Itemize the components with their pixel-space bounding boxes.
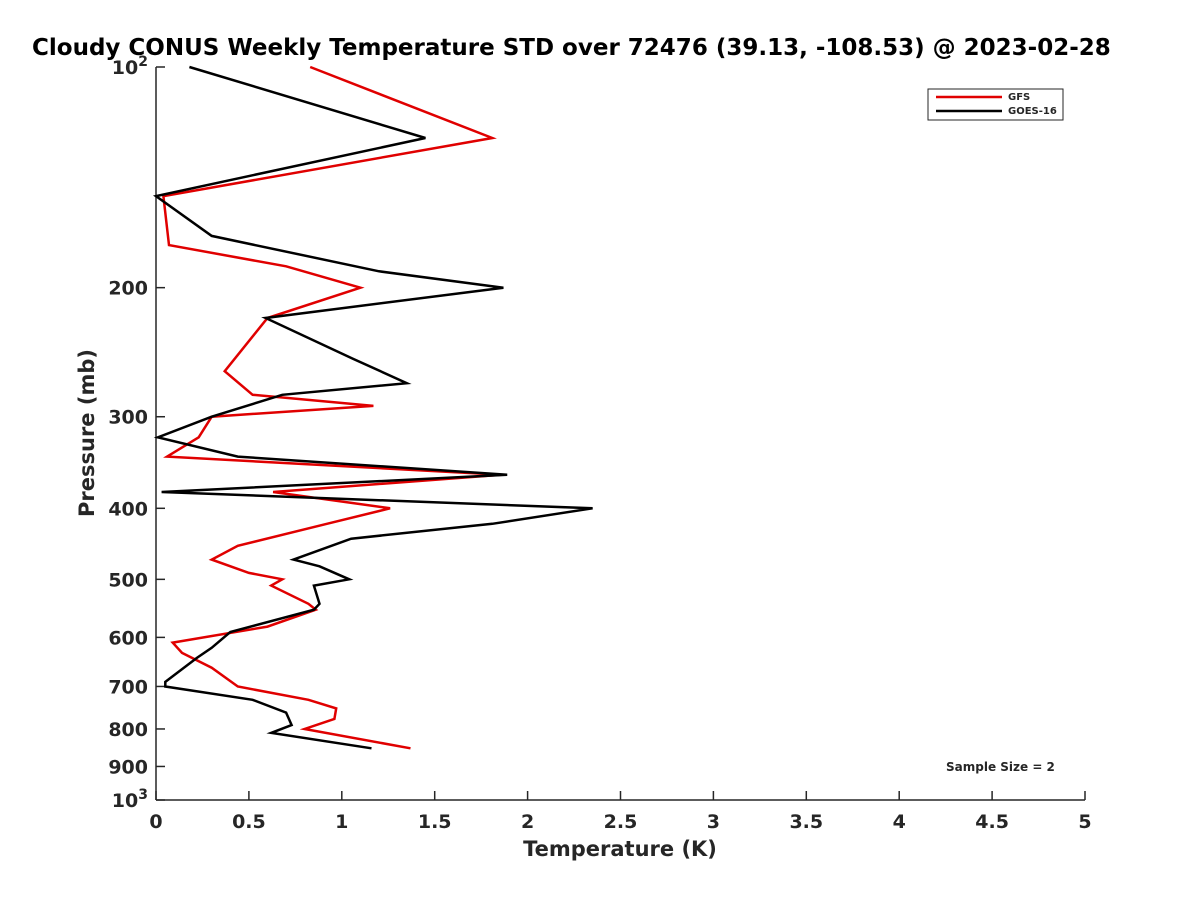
y-tick-label: 400 (108, 498, 148, 520)
x-tick-label: 0 (149, 811, 162, 833)
legend-label-goes16: GOES-16 (1008, 106, 1057, 117)
y-tick-label: 200 (108, 278, 148, 300)
x-tick-label: 2 (521, 811, 534, 833)
y-tick-label: 103 (112, 787, 148, 812)
y-axis-label: Pressure (mb) (75, 349, 99, 517)
x-tick-label: 3.5 (789, 811, 823, 833)
y-tick-label: 600 (108, 627, 148, 649)
legend-box (927, 88, 1064, 121)
x-tick-label: 1.5 (418, 811, 452, 833)
y-tick-label: 900 (108, 756, 148, 778)
x-tick-label: 0.5 (232, 811, 266, 833)
x-tick-label: 2.5 (604, 811, 638, 833)
x-tick-label: 3 (707, 811, 720, 833)
y-tick-label: 500 (108, 569, 148, 591)
chart-title: Cloudy CONUS Weekly Temperature STD over… (32, 35, 1111, 61)
x-axis-label: Temperature (K) (523, 837, 717, 861)
y-tick-label: 700 (108, 676, 148, 698)
y-tick-label: 300 (108, 407, 148, 429)
y-tick-label: 102 (112, 54, 148, 79)
y-ticks: 102 200 300 400 500 600 700 800 900 103 (108, 54, 165, 812)
x-tick-label: 5 (1078, 811, 1091, 833)
x-tick-label: 4.5 (975, 811, 1009, 833)
series-line-goes16 (152, 65, 593, 750)
y-tick-label: 800 (108, 719, 148, 741)
legend-label-gfs: GFS (1008, 92, 1030, 103)
x-ticks: 0 0.5 1 1.5 2 2.5 3 3.5 4 4.5 5 (149, 791, 1092, 833)
plot-area (155, 67, 1085, 801)
sample-size-annotation: Sample Size = 2 (946, 760, 1055, 774)
legend: GFS GOES-16 (927, 88, 1064, 121)
x-tick-label: 4 (893, 811, 906, 833)
x-tick-label: 1 (335, 811, 348, 833)
series-line-gfs (162, 65, 502, 750)
series-group (152, 65, 593, 750)
